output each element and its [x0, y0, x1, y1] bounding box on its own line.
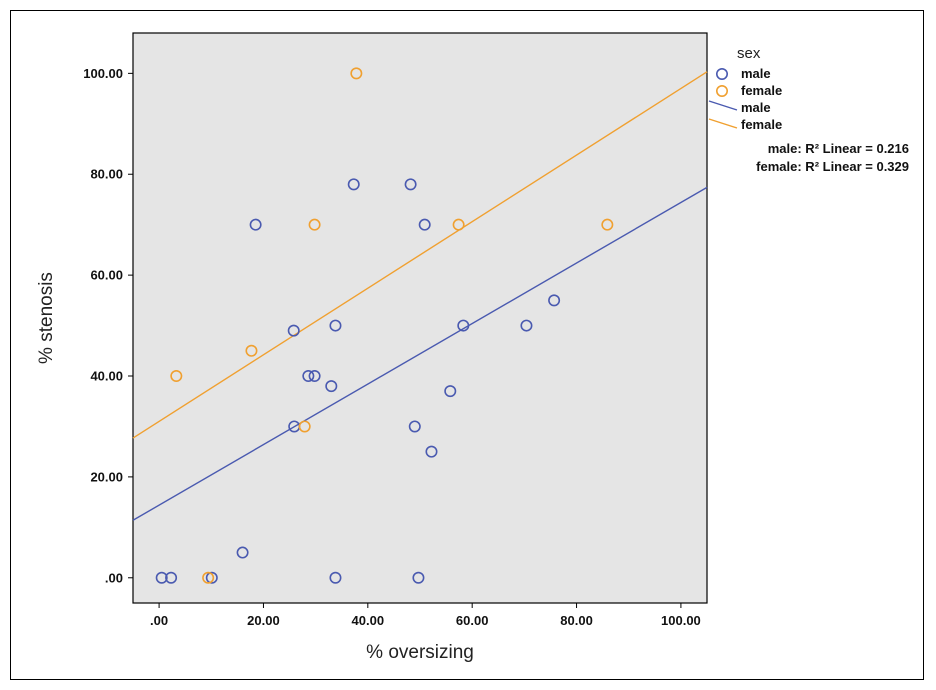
y-tick-label: 40.00	[90, 369, 123, 384]
fit-lines	[132, 71, 708, 521]
legend-female-marker	[715, 85, 728, 98]
x-tick-label: 100.00	[661, 613, 701, 628]
legend-male-marker-label: male	[741, 66, 771, 81]
fit-line-male	[132, 186, 708, 521]
fit-line-female	[132, 71, 708, 439]
data-point-male	[325, 380, 338, 393]
data-point-female	[245, 344, 258, 357]
legend-male-marker	[715, 68, 728, 81]
data-point-male	[236, 546, 249, 559]
data-point-male	[347, 178, 360, 191]
y-tick-label: 60.00	[90, 268, 123, 283]
legend-male-line	[708, 100, 738, 111]
r-squared-male-annotation: male: R² Linear = 0.216	[768, 141, 909, 156]
data-point-female	[170, 370, 183, 383]
data-point-male	[418, 218, 431, 231]
data-point-male	[520, 319, 533, 332]
data-point-male	[548, 294, 561, 307]
r-squared-female-annotation: female: R² Linear = 0.329	[756, 159, 909, 174]
data-point-male	[308, 370, 321, 383]
data-point-male	[302, 370, 315, 383]
x-tick-label: 20.00	[247, 613, 280, 628]
y-tick-label: 80.00	[90, 167, 123, 182]
y-axis-title: % stenosis	[36, 272, 57, 364]
legend-female-line-label: female	[741, 117, 782, 132]
data-point-male	[165, 571, 178, 584]
y-tick-label: 20.00	[90, 469, 123, 484]
data-point-male	[444, 385, 457, 398]
data-point-male	[205, 571, 218, 584]
data-point-female	[452, 218, 465, 231]
legend-female-line	[708, 118, 738, 129]
data-point-female	[308, 218, 321, 231]
x-axis-title: % oversizing	[366, 642, 474, 663]
legend-male-line-label: male	[741, 100, 771, 115]
legend-female-marker-label: female	[741, 83, 782, 98]
data-point-male	[408, 420, 421, 433]
data-point-male	[329, 319, 342, 332]
legend-title: sex	[737, 45, 761, 62]
plot-area	[132, 32, 708, 604]
x-tick-label: 60.00	[456, 613, 489, 628]
data-point-male	[287, 324, 300, 337]
data-point-male	[155, 571, 168, 584]
y-tick-label: .00	[105, 570, 123, 585]
data-point-male	[249, 218, 262, 231]
data-point-male	[457, 319, 470, 332]
data-point-female	[298, 420, 311, 433]
x-tick-label: 40.00	[352, 613, 385, 628]
data-point-male	[412, 571, 425, 584]
legend: sex male female male female male: R² Lin…	[708, 45, 909, 174]
y-tick-label: 100.00	[83, 66, 123, 81]
axis-ticks: .00 20.00 40.00 60.00 80.00 100.00 .00 20.00 40.…	[83, 66, 701, 628]
x-tick-label: .00	[150, 613, 168, 628]
data-point-male	[404, 178, 417, 191]
data-point-female	[202, 571, 215, 584]
data-points	[155, 67, 614, 584]
data-point-female	[601, 218, 614, 231]
data-point-male	[329, 571, 342, 584]
data-point-male	[425, 445, 438, 458]
x-tick-label: 80.00	[560, 613, 593, 628]
data-point-female	[350, 67, 363, 80]
